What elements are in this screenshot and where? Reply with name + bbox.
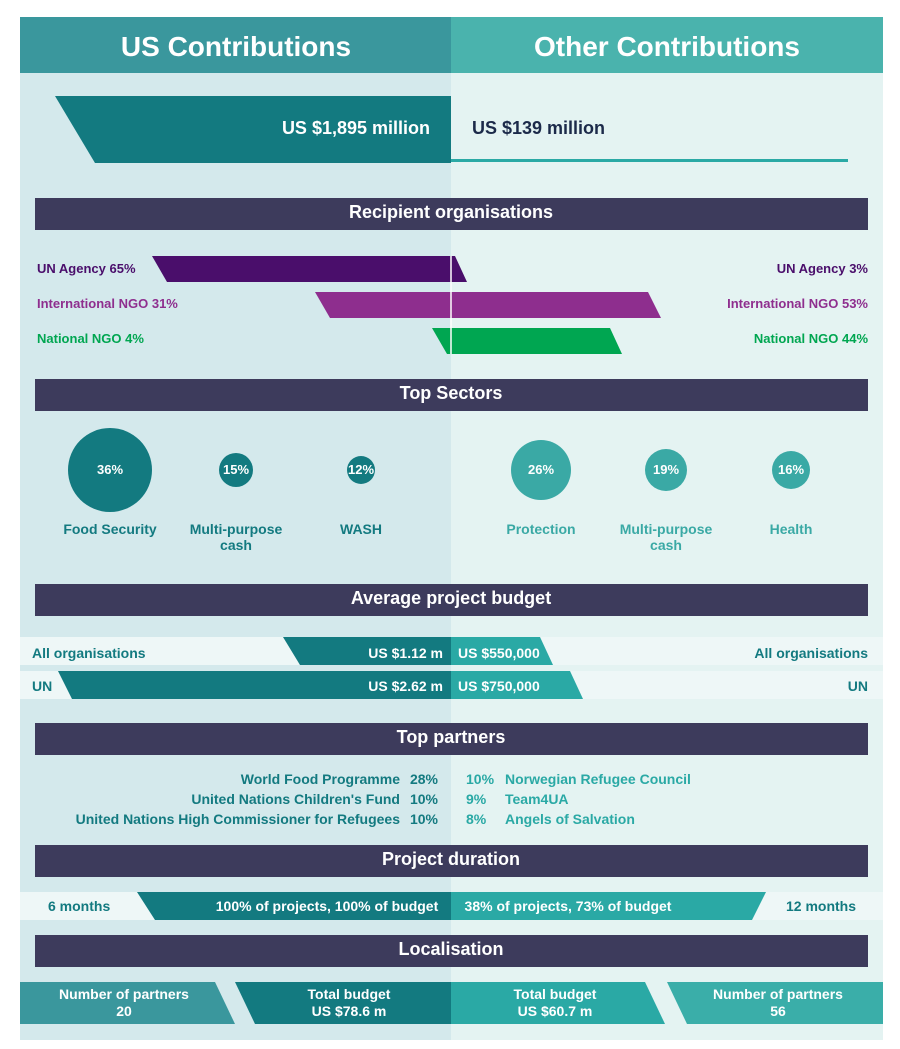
sector-label: Food Security xyxy=(63,520,157,537)
localisation-label: Total budget xyxy=(513,985,597,1002)
duration-value: 100% of projects, 100% of budget xyxy=(215,897,439,914)
section-title: Top Sectors xyxy=(399,383,503,404)
section-bar xyxy=(35,198,868,230)
localisation-label: Number of partners xyxy=(59,985,189,1002)
partner-share: 8% xyxy=(466,810,487,827)
section-bar xyxy=(35,935,868,967)
us-total-shape xyxy=(55,96,451,163)
partner-share: 9% xyxy=(466,790,487,807)
recipient-label: UN Agency 65% xyxy=(37,261,136,277)
recipient-label: National NGO 44% xyxy=(753,331,868,347)
duration-label: 12 months xyxy=(785,897,856,914)
section-bar xyxy=(35,379,868,411)
partner-share: 28% xyxy=(409,770,438,787)
duration-bar-other xyxy=(451,892,766,920)
partner-name: Team4UA xyxy=(505,790,569,807)
localisation-value: US $60.7 m xyxy=(517,1002,593,1019)
header-title: US Contributions xyxy=(120,31,352,63)
localisation-box xyxy=(20,982,235,1024)
sector-circle xyxy=(772,451,810,489)
partner-name: World Food Programme xyxy=(240,770,400,787)
sector-label: Multi-purpose cash xyxy=(189,520,283,554)
partner-share: 10% xyxy=(409,790,438,807)
partner-share: 10% xyxy=(466,770,495,787)
budget-bar-us xyxy=(283,637,451,665)
sector-value: 19% xyxy=(652,462,680,478)
section-title: Recipient organisations xyxy=(348,202,554,223)
localisation-box xyxy=(667,982,883,1024)
recipient-label: National NGO 4% xyxy=(37,331,144,347)
budget-bar-us xyxy=(58,671,451,699)
section-bar xyxy=(35,845,868,877)
budget-value: US $750,000 xyxy=(458,677,540,694)
sector-value: 16% xyxy=(777,462,805,478)
sector-circle xyxy=(347,456,375,484)
budget-label: UN xyxy=(847,677,868,694)
budget-bar-other xyxy=(451,637,553,665)
recipient-label: UN Agency 3% xyxy=(776,261,868,277)
header-left xyxy=(20,17,451,73)
partner-name: Angels of Salvation xyxy=(505,810,635,827)
partner-name: United Nations High Commissioner for Ref… xyxy=(75,810,400,827)
sector-label: Health xyxy=(769,520,813,537)
other-total-line xyxy=(451,159,848,162)
budget-value: US $1.12 m xyxy=(368,644,443,661)
header-title: Other Contributions xyxy=(534,31,800,63)
sector-label: WASH xyxy=(340,520,382,537)
budget-label: UN xyxy=(32,677,53,694)
localisation-box xyxy=(451,982,665,1024)
section-title: Localisation xyxy=(398,939,504,960)
sector-label: Multi-purpose cash xyxy=(619,520,713,554)
localisation-label: Total budget xyxy=(307,985,391,1002)
left-panel xyxy=(20,73,451,1040)
recipient-label: International NGO 31% xyxy=(37,296,178,312)
section-title: Average project budget xyxy=(350,588,552,609)
sector-circle xyxy=(219,453,253,487)
national-ngo-bar xyxy=(432,328,622,354)
budget-label: All organisations xyxy=(754,644,868,661)
duration-value: 38% of projects, 73% of budget xyxy=(464,897,672,914)
duration-label: 6 months xyxy=(48,897,111,914)
section-bar xyxy=(35,584,868,616)
section-title: Top partners xyxy=(396,727,506,748)
sector-circle xyxy=(68,428,152,512)
localisation-value: 20 xyxy=(116,1002,132,1019)
sector-value: 36% xyxy=(96,462,124,478)
un-agency-bar xyxy=(152,256,467,282)
sector-label: Protection xyxy=(506,520,576,537)
partner-share: 10% xyxy=(409,810,438,827)
partner-name: United Nations Children's Fund xyxy=(191,790,400,807)
budget-value: US $2.62 m xyxy=(368,677,443,694)
sector-value: 15% xyxy=(222,462,250,478)
section-bar xyxy=(35,723,868,755)
sector-value: 26% xyxy=(527,462,555,478)
sector-value: 12% xyxy=(347,462,375,478)
budget-value: US $550,000 xyxy=(458,644,540,661)
total-amount: US $1,895 million xyxy=(281,118,430,139)
right-panel xyxy=(451,73,883,1040)
sector-circle xyxy=(511,440,571,500)
recipient-label: International NGO 53% xyxy=(727,296,868,312)
partner-name: Norwegian Refugee Council xyxy=(505,770,691,787)
localisation-box xyxy=(235,982,451,1024)
section-title: Project duration xyxy=(381,849,520,870)
section-bars xyxy=(35,198,868,967)
sector-circle xyxy=(645,449,687,491)
localisation-label: Number of partners xyxy=(713,985,843,1002)
header-right xyxy=(451,17,883,73)
total-amount: US $139 million xyxy=(472,118,606,139)
localisation-value: 56 xyxy=(770,1002,786,1019)
intl-ngo-bar xyxy=(315,292,661,318)
duration-bar-us xyxy=(137,892,451,920)
localisation-value: US $78.6 m xyxy=(311,1002,387,1019)
budget-label: All organisations xyxy=(32,644,146,661)
budget-bar-other xyxy=(451,671,583,699)
